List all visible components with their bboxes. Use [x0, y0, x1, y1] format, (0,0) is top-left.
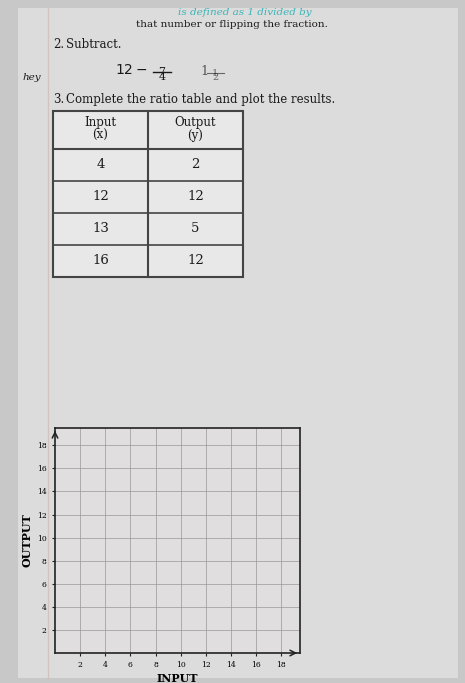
Text: Subtract.: Subtract. — [66, 38, 121, 51]
Text: 3.: 3. — [53, 93, 64, 106]
Text: 5: 5 — [191, 221, 199, 234]
Text: 7: 7 — [159, 67, 166, 77]
X-axis label: INPUT: INPUT — [157, 673, 198, 683]
Text: 4: 4 — [159, 72, 166, 82]
Text: Input: Input — [85, 116, 117, 129]
Text: 12: 12 — [187, 253, 204, 266]
Text: 13: 13 — [92, 221, 109, 234]
Text: that number or flipping the fraction.: that number or flipping the fraction. — [136, 20, 328, 29]
Text: Output: Output — [175, 116, 216, 129]
Text: is defined as 1 divided by: is defined as 1 divided by — [178, 8, 312, 17]
Y-axis label: OUTPUT: OUTPUT — [22, 514, 33, 568]
Text: 2: 2 — [212, 73, 218, 82]
Text: Complete the ratio table and plot the results.: Complete the ratio table and plot the re… — [66, 93, 335, 106]
FancyBboxPatch shape — [18, 8, 458, 678]
Text: 12: 12 — [92, 189, 109, 202]
Text: 4: 4 — [96, 158, 105, 171]
Text: $12-$: $12-$ — [115, 63, 147, 77]
Text: 2.: 2. — [53, 38, 64, 51]
Text: (x): (x) — [93, 129, 108, 142]
Text: 12: 12 — [187, 189, 204, 202]
Text: 1: 1 — [200, 65, 208, 78]
Text: 1: 1 — [212, 69, 218, 78]
Text: hey: hey — [22, 73, 40, 82]
Text: 2: 2 — [191, 158, 199, 171]
Text: 16: 16 — [92, 253, 109, 266]
Text: (y): (y) — [187, 129, 204, 142]
FancyBboxPatch shape — [53, 111, 243, 277]
